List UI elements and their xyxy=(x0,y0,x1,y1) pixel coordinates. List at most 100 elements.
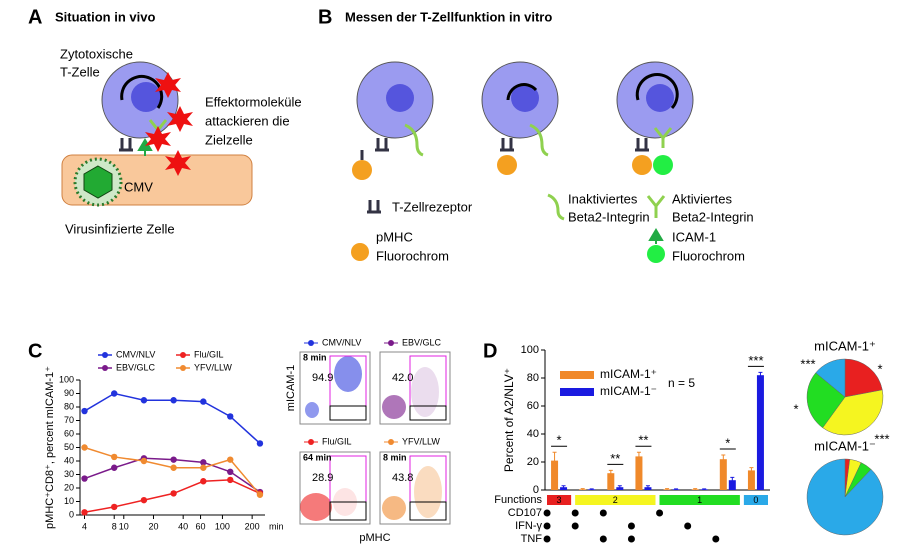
target-label: Virusinfizierte Zelle xyxy=(65,221,175,236)
point xyxy=(111,390,118,397)
pie-slice xyxy=(806,458,884,536)
gate xyxy=(409,501,447,521)
function-group-label: 0 xyxy=(753,495,758,505)
error-bar xyxy=(561,485,566,489)
function-dot xyxy=(627,522,635,530)
legend-marker xyxy=(388,340,394,346)
point xyxy=(227,413,234,420)
point xyxy=(256,491,264,498)
point xyxy=(227,456,234,463)
matrix-title: Functions xyxy=(494,494,542,506)
x-tick-label: 60 xyxy=(196,521,206,531)
legend-swatch xyxy=(560,371,594,379)
error-bar xyxy=(552,451,557,469)
error-bar xyxy=(702,488,707,490)
error-bar xyxy=(749,467,754,474)
flow-percent: 43.8 xyxy=(392,472,413,484)
point xyxy=(170,397,177,404)
legend-marker xyxy=(102,352,108,358)
bar xyxy=(607,473,615,490)
y-tick-label: 100 xyxy=(521,344,539,356)
function-dot xyxy=(543,509,551,517)
point xyxy=(81,407,88,415)
point xyxy=(256,440,264,447)
y-tick-label: 20 xyxy=(64,482,74,492)
icam-fluor xyxy=(647,245,665,263)
legend-label: ICAM-1 xyxy=(672,229,716,244)
point xyxy=(140,496,148,504)
legend-label: EBV/GLC xyxy=(116,362,156,372)
function-dot xyxy=(684,522,692,530)
tcr-icon xyxy=(119,138,133,152)
flow-percent: 42.0 xyxy=(392,372,413,384)
legend-label: CMV/NLV xyxy=(116,349,155,359)
y-tick-label: 20 xyxy=(527,456,539,468)
x-tick-label: 40 xyxy=(178,521,188,531)
virus-capsid xyxy=(83,165,113,199)
point xyxy=(227,476,234,484)
flow-x-label: pMHC xyxy=(359,532,390,544)
panel-label: C xyxy=(28,340,42,362)
flow-cloud xyxy=(382,395,406,419)
panel-label: A xyxy=(28,6,42,28)
row-label: TNF xyxy=(521,533,543,545)
legend-marker xyxy=(102,365,108,371)
panel-title: Messen der T-Zellfunktion in vitro xyxy=(345,9,552,24)
effector-label: Effektormoleküle xyxy=(205,94,302,109)
error-bar xyxy=(758,371,763,378)
function-dot xyxy=(599,509,607,517)
flow-y-label: mICAM-1 xyxy=(285,365,297,411)
point xyxy=(81,509,88,516)
cell-2 xyxy=(481,61,559,175)
flow-time: 8 min xyxy=(383,452,407,462)
legend-marker xyxy=(180,352,186,358)
function-dot xyxy=(627,535,635,543)
error-bar xyxy=(645,485,650,489)
cell-1 xyxy=(352,61,434,180)
function-group xyxy=(575,495,656,505)
y-tick-label: 60 xyxy=(527,400,539,412)
y-tick-label: 60 xyxy=(64,428,74,438)
icam-icon xyxy=(648,228,664,244)
point xyxy=(200,464,207,471)
bar xyxy=(756,375,764,490)
legend-swatch xyxy=(560,388,594,396)
sig-label: * xyxy=(725,435,730,450)
y-tick-label: 90 xyxy=(64,388,74,398)
flow-cloud xyxy=(300,493,332,521)
pie-annotation: * xyxy=(793,401,798,416)
active-icon xyxy=(646,195,666,218)
function-dot xyxy=(571,522,579,530)
legend-label: mICAM-1⁻ xyxy=(600,384,657,398)
function-dot xyxy=(712,535,720,543)
point xyxy=(200,459,207,466)
row-label: CD107 xyxy=(508,507,542,519)
pie-annotation: *** xyxy=(874,431,889,446)
legend-marker xyxy=(308,439,314,445)
legend-label: EBV/GLC xyxy=(402,337,442,347)
error-bar xyxy=(674,488,679,490)
point xyxy=(170,464,177,471)
gate xyxy=(329,405,367,421)
tcr-icon xyxy=(367,200,381,214)
function-dot xyxy=(571,509,579,517)
flow-time: 64 min xyxy=(303,452,332,462)
gate xyxy=(409,405,447,421)
pie-title: mICAM-1⁺ xyxy=(814,338,876,353)
y-tick-label: 80 xyxy=(527,372,539,384)
flow-cloud xyxy=(334,356,362,392)
legend-label: YFV/LLW xyxy=(194,362,232,372)
bar xyxy=(635,456,643,490)
bar xyxy=(551,460,559,490)
cell-label: Zytotoxische xyxy=(60,46,133,61)
error-bar xyxy=(665,488,670,490)
bar xyxy=(747,470,755,490)
y-tick-label: 30 xyxy=(64,469,74,479)
y-tick-label: 10 xyxy=(64,496,74,506)
legend-label: CMV/NLV xyxy=(322,337,361,347)
sig-label: *** xyxy=(748,353,763,368)
arrow xyxy=(120,74,164,109)
x-tick-label: 10 xyxy=(119,521,129,531)
bar xyxy=(728,480,736,490)
